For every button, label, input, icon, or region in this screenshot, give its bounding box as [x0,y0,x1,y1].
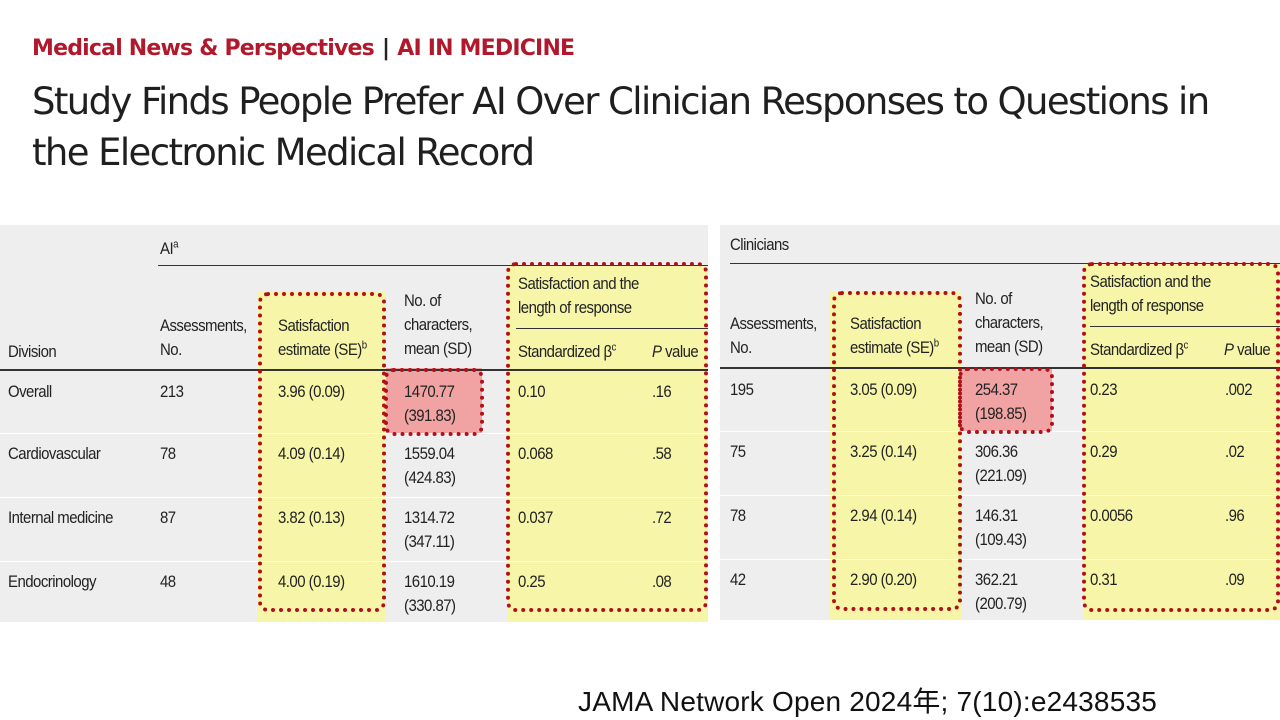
clinician-results-table: Clinicians Assessments, No. Satisfaction e… [720,225,1280,620]
table-cell-satisfaction: 2.90 (0.20) [850,570,917,589]
overall-chars-highlight [386,368,482,434]
table-cell-assessments: 78 [730,506,746,525]
length-group-highlight [1084,263,1280,620]
table-cell-beta: 0.037 [518,508,553,527]
table-cell-beta: 0.31 [1090,570,1118,589]
overall-chars-dotted-frame [958,367,1054,434]
table-cell-p: .72 [652,508,672,527]
article-title: Study Finds People Prefer AI Over Clinic… [32,80,1210,174]
table-cell-assessments: 78 [160,444,176,463]
table-cell-satisfaction: 4.00 (0.19) [278,572,345,591]
table-cell-beta: 0.25 [518,572,546,591]
table-cell-beta: 0.10 [518,382,546,401]
assessments-header: Assessments, No. [160,316,247,359]
group-rule [730,263,1280,264]
table-cell-satisfaction: 3.82 (0.13) [278,508,345,527]
ai-results-table: AIa Division Assessments, No. Satisfactio… [0,225,708,622]
row-divider [720,495,1280,496]
table-cell-beta: 0.068 [518,444,553,463]
satisfaction-dotted-frame [832,291,962,611]
table-cell-assessments: 195 [730,380,754,399]
p-value-header: P value [652,342,699,361]
table-cell-p: .002 [1225,380,1253,399]
table-cell-assessments: 48 [160,572,176,591]
table-cell-beta: 0.0056 [1090,506,1133,525]
table-cell-satisfaction: 2.94 (0.14) [850,506,917,525]
division-header: Division [8,342,57,361]
subgroup-rule [516,328,708,329]
length-dotted-frame [506,262,708,612]
table-cell-assessments: 75 [730,442,746,461]
table-cell-satisfaction: 3.25 (0.14) [850,442,917,461]
table-cell-p: .09 [1225,570,1245,589]
table-cell-chars: 1610.19 (330.87) [404,572,456,615]
header-rule [0,369,708,371]
length-group-header: Satisfaction and the length of response [518,274,639,317]
table-cell-p: .08 [652,572,672,591]
section-separator: | [381,36,390,61]
row-divider [0,433,708,434]
article-header: Medical News & Perspectives | AI IN MEDICI… [32,34,1252,178]
table-cell-p: .02 [1225,442,1245,461]
table-cell-chars: 254.37 (198.85) [975,380,1027,423]
ai-group-label: AIa [160,238,178,258]
table-cell-chars: 1470.77 (391.83) [404,382,456,425]
beta-header: Standardized βc [518,341,616,361]
overall-chars-highlight [960,367,1052,432]
table-cell-p: .96 [1225,506,1245,525]
table-cell-chars: 1559.04 (424.83) [404,444,456,487]
assessments-header: Assessments, No. [730,314,817,357]
chars-header: No. of characters, mean (SD) [975,289,1044,356]
table-cell-beta: 0.29 [1090,442,1118,461]
overall-chars-dotted-frame [384,368,484,436]
table-cell-satisfaction: 4.09 (0.14) [278,444,345,463]
table-cell-chars: 362.21 (200.79) [975,570,1027,613]
length-dotted-frame [1082,262,1280,612]
table-cell-beta: 0.23 [1090,380,1118,399]
satisfaction-header: Satisfaction estimate (SE)b [850,314,939,357]
length-group-header: Satisfaction and the length of response [1090,272,1211,315]
table-row-division: Cardiovascular [8,444,101,463]
row-divider [0,497,708,498]
topic-label[interactable]: AI IN MEDICINE [397,36,575,61]
citation: JAMA Network Open 2024年; 7(10):e2438535 [578,686,1158,717]
table-cell-chars: 146.31 (109.43) [975,506,1027,549]
beta-header: Standardized βc [1090,339,1188,359]
section-label[interactable]: Medical News & Perspectives [32,36,375,61]
satisfaction-dotted-frame [258,292,386,612]
table-row-division: Endocrinology [8,572,96,591]
row-divider [0,561,708,562]
table-cell-chars: 306.36 (221.09) [975,442,1027,485]
clinicians-group-label: Clinicians [730,235,789,254]
table-cell-assessments: 213 [160,382,184,401]
table-row-division: Overall [8,382,52,401]
table-cell-satisfaction: 3.05 (0.09) [850,380,917,399]
p-value-header: P value [1224,340,1271,359]
satisfaction-column-highlight [830,292,962,620]
table-cell-chars: 1314.72 (347.11) [404,508,455,551]
table-row-division: Internal medicine [8,508,113,527]
subgroup-rule [1090,326,1280,327]
table-cell-p: .16 [652,382,672,401]
table-cell-assessments: 42 [730,570,746,589]
chars-header: No. of characters, mean (SD) [404,291,473,358]
satisfaction-column-highlight [258,292,386,622]
length-group-highlight [508,265,708,622]
satisfaction-header: Satisfaction estimate (SE)b [278,316,367,359]
table-cell-assessments: 87 [160,508,176,527]
row-divider [720,559,1280,560]
table-cell-p: .58 [652,444,672,463]
section-line: Medical News & Perspectives | AI IN MEDICI… [32,34,1252,64]
table-cell-satisfaction: 3.96 (0.09) [278,382,345,401]
group-rule [158,265,708,266]
